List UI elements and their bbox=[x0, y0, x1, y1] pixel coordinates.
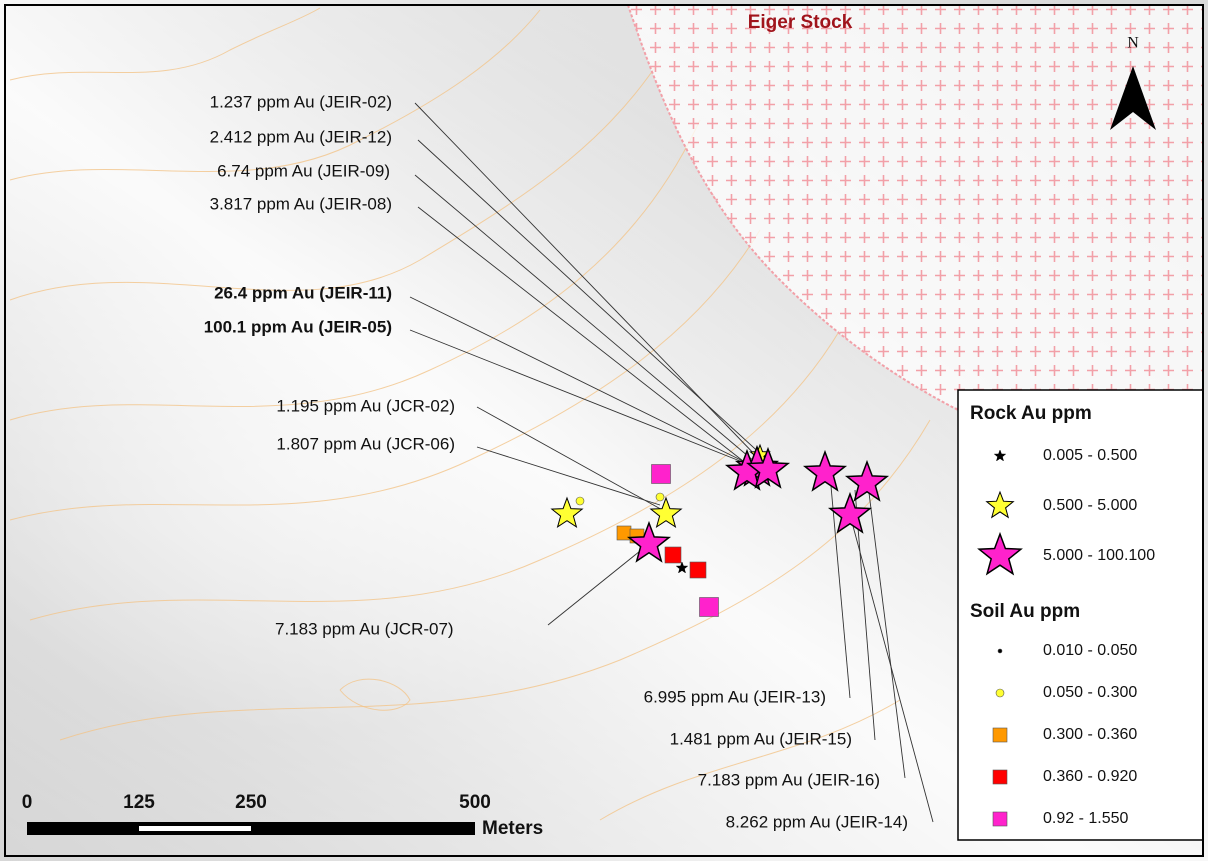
sample-label: 3.817 ppm Au (JEIR-08) bbox=[210, 194, 392, 213]
scale-label: 250 bbox=[235, 792, 267, 813]
sample-label: 1.807 ppm Au (JCR-06) bbox=[276, 434, 455, 453]
sample-label: 26.4 ppm Au (JEIR-11) bbox=[214, 283, 392, 302]
sample-label: 1.481 ppm Au (JEIR-15) bbox=[670, 729, 852, 748]
legend-label: 0.500 - 5.000 bbox=[1043, 497, 1137, 514]
circle bbox=[998, 649, 1002, 653]
sample-label: 7.183 ppm Au (JCR-07) bbox=[275, 619, 454, 638]
region-label: Eiger Stock bbox=[748, 12, 853, 33]
legend-label: 5.000 - 100.100 bbox=[1043, 547, 1155, 564]
square bbox=[993, 770, 1007, 784]
legend-label: 0.005 - 0.500 bbox=[1043, 447, 1137, 464]
map: Eiger Stock N 1.237 ppm Au (JEIR-02) 2.41… bbox=[0, 0, 1208, 861]
circle bbox=[576, 497, 584, 505]
sample-label: 2.412 ppm Au (JEIR-12) bbox=[210, 127, 392, 146]
scale-bar-segment bbox=[139, 826, 251, 831]
square bbox=[690, 562, 706, 578]
square bbox=[993, 728, 1007, 742]
square bbox=[993, 812, 1007, 826]
legend-label: 0.92 - 1.550 bbox=[1043, 810, 1129, 827]
scale-label: 500 bbox=[459, 792, 491, 813]
square bbox=[700, 598, 719, 617]
sample-label: 8.262 ppm Au (JEIR-14) bbox=[726, 812, 908, 831]
legend-label: 0.300 - 0.360 bbox=[1043, 726, 1137, 743]
square bbox=[665, 547, 681, 563]
sample-label: 1.237 ppm Au (JEIR-02) bbox=[210, 92, 392, 111]
sample-label: 1.195 ppm Au (JCR-02) bbox=[276, 396, 455, 415]
scale-label: 0 bbox=[22, 792, 33, 813]
legend-title: Soil Au ppm bbox=[970, 601, 1080, 622]
sample-label: 7.183 ppm Au (JEIR-16) bbox=[698, 770, 880, 789]
north-label: N bbox=[1127, 35, 1139, 52]
legend-label: 0.050 - 0.300 bbox=[1043, 684, 1137, 701]
legend-title: Rock Au ppm bbox=[970, 403, 1092, 424]
sample-label: 100.1 ppm Au (JEIR-05) bbox=[204, 317, 392, 336]
scale-unit: Meters bbox=[482, 818, 543, 839]
legend-label: 0.360 - 0.920 bbox=[1043, 768, 1137, 785]
scale-label: 125 bbox=[123, 792, 155, 813]
legend-label: 0.010 - 0.050 bbox=[1043, 642, 1137, 659]
sample-label: 6.74 ppm Au (JEIR-09) bbox=[217, 161, 390, 180]
circle bbox=[656, 493, 664, 501]
circle bbox=[996, 689, 1004, 697]
square bbox=[652, 465, 671, 484]
legend: Rock Au ppm Soil Au ppm 0.005 - 0.500 0.5… bbox=[958, 390, 1203, 840]
sample-label: 6.995 ppm Au (JEIR-13) bbox=[644, 687, 826, 706]
